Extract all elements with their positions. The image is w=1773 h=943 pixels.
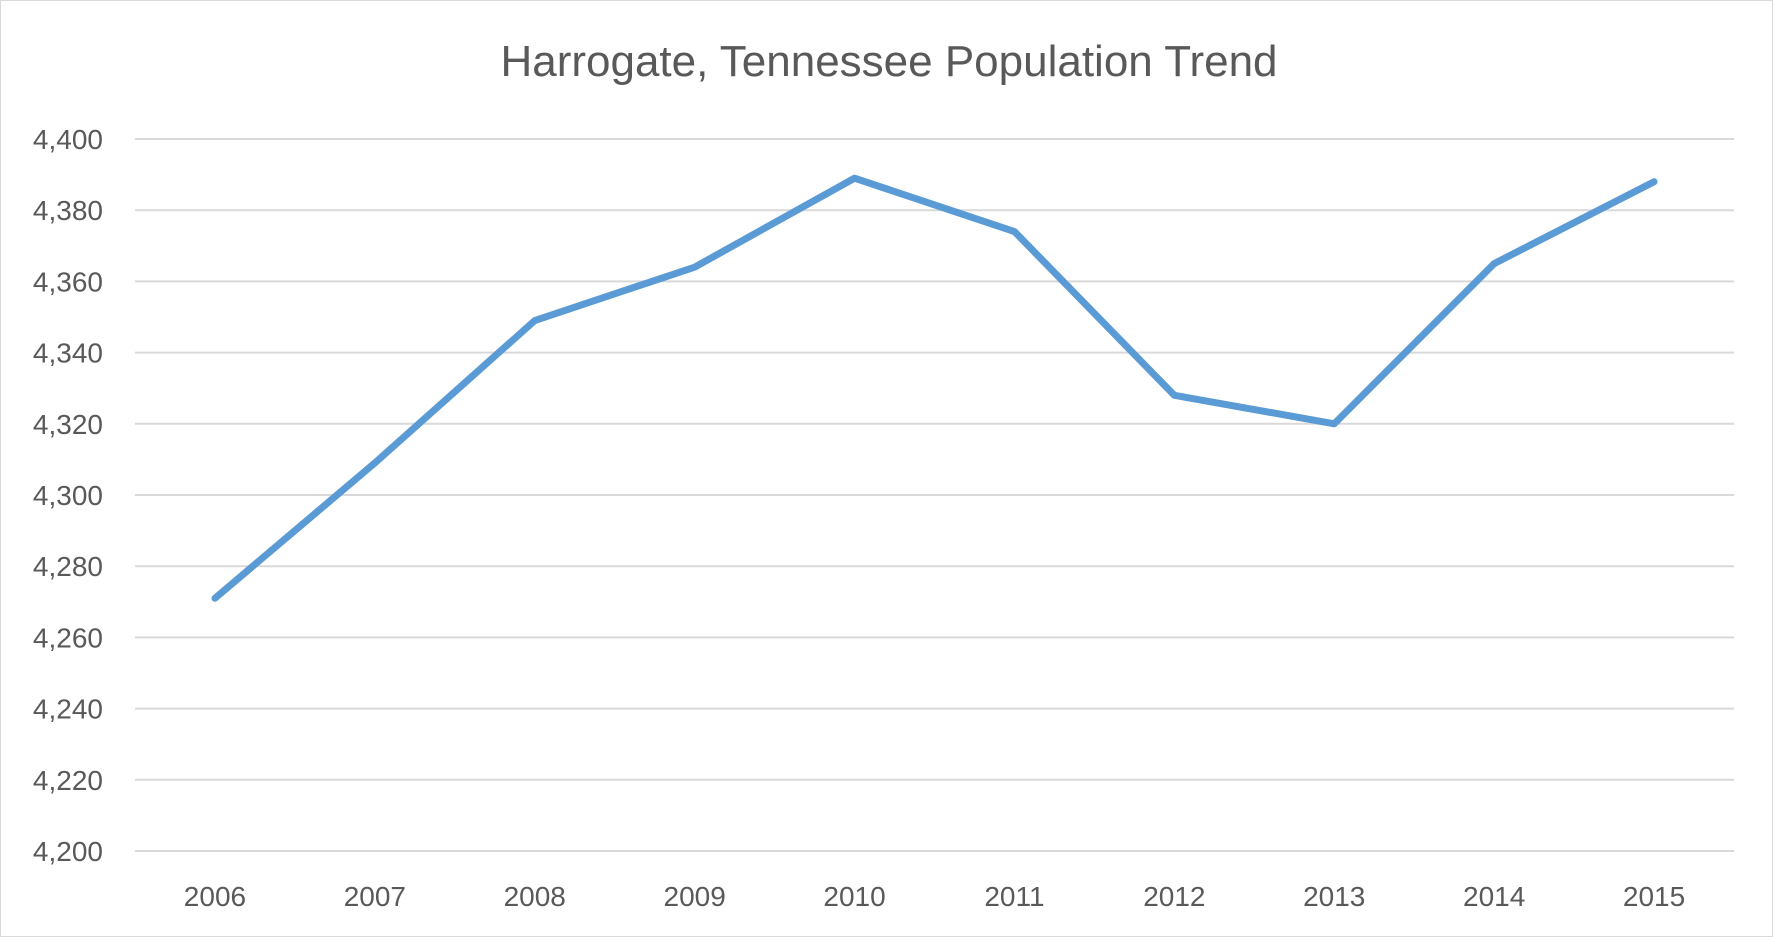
series-group — [215, 178, 1654, 598]
x-tick-label: 2010 — [823, 881, 885, 912]
x-tick-label: 2015 — [1623, 881, 1685, 912]
x-tick-label: 2011 — [984, 881, 1044, 912]
gridlines — [135, 139, 1734, 851]
y-axis-ticks: 4,200 4,220 4,240 4,260 4,280 4,300 4,320 4,340… — [33, 124, 103, 867]
y-tick-label: 4,360 — [33, 266, 103, 297]
y-tick-label: 4,280 — [33, 551, 103, 582]
y-tick-label: 4,240 — [33, 694, 103, 725]
series-line — [215, 178, 1654, 598]
y-tick-label: 4,200 — [33, 836, 103, 867]
y-tick-label: 4,340 — [33, 338, 103, 369]
y-tick-label: 4,300 — [33, 480, 103, 511]
y-tick-label: 4,380 — [33, 195, 103, 226]
x-tick-label: 2008 — [504, 881, 566, 912]
x-tick-label: 2014 — [1463, 881, 1525, 912]
y-tick-label: 4,400 — [33, 124, 103, 155]
x-tick-label: 2009 — [664, 881, 726, 912]
x-tick-label: 2007 — [344, 881, 406, 912]
x-axis-ticks: 2006 2007 2008 2009 2010 2011 2012 2013 2014 2015 — [184, 881, 1685, 912]
x-tick-label: 2013 — [1303, 881, 1365, 912]
y-tick-label: 4,220 — [33, 765, 103, 796]
y-tick-label: 4,320 — [33, 409, 103, 440]
y-tick-label: 4,260 — [33, 622, 103, 653]
chart-title: Harrogate, Tennessee Population Trend — [500, 37, 1277, 86]
x-tick-label: 2012 — [1143, 881, 1205, 912]
x-tick-label: 2006 — [184, 881, 246, 912]
